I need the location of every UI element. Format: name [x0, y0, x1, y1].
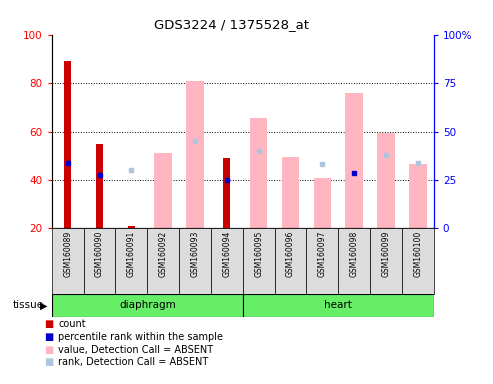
Text: GSM160092: GSM160092: [159, 230, 168, 277]
Text: percentile rank within the sample: percentile rank within the sample: [58, 332, 223, 342]
Text: GSM160097: GSM160097: [318, 230, 327, 277]
Text: GSM160091: GSM160091: [127, 230, 136, 277]
Bar: [128, 226, 135, 228]
Bar: [179, 228, 211, 294]
Bar: [223, 158, 230, 228]
Bar: [250, 118, 268, 228]
Bar: [52, 228, 84, 294]
Text: GSM160089: GSM160089: [63, 230, 72, 277]
Bar: [64, 61, 71, 228]
Bar: [147, 228, 179, 294]
Text: ■: ■: [44, 319, 54, 329]
Text: heart: heart: [324, 300, 352, 310]
Bar: [243, 294, 434, 317]
Bar: [186, 81, 204, 228]
Bar: [402, 228, 434, 294]
Text: count: count: [58, 319, 86, 329]
Bar: [211, 228, 243, 294]
Text: GSM160094: GSM160094: [222, 230, 231, 277]
Bar: [314, 178, 331, 228]
Bar: [243, 228, 275, 294]
Text: rank, Detection Call = ABSENT: rank, Detection Call = ABSENT: [58, 358, 209, 367]
Bar: [346, 93, 363, 228]
Text: GSM160100: GSM160100: [414, 230, 423, 277]
Text: tissue: tissue: [12, 300, 43, 310]
Text: GSM160096: GSM160096: [286, 230, 295, 277]
Bar: [154, 153, 172, 228]
Bar: [275, 228, 307, 294]
Bar: [370, 228, 402, 294]
Text: GSM160098: GSM160098: [350, 230, 359, 277]
Bar: [307, 228, 338, 294]
Bar: [84, 228, 115, 294]
Text: GDS3224 / 1375528_at: GDS3224 / 1375528_at: [154, 18, 309, 31]
Text: GSM160095: GSM160095: [254, 230, 263, 277]
Bar: [409, 164, 426, 228]
Text: GSM160099: GSM160099: [382, 230, 390, 277]
Bar: [52, 294, 243, 317]
Bar: [338, 228, 370, 294]
Text: value, Detection Call = ABSENT: value, Detection Call = ABSENT: [58, 345, 213, 355]
Text: ■: ■: [44, 332, 54, 342]
Text: ■: ■: [44, 358, 54, 367]
Text: GSM160093: GSM160093: [190, 230, 200, 277]
Text: ■: ■: [44, 345, 54, 355]
Bar: [377, 134, 395, 228]
Bar: [282, 157, 299, 228]
Bar: [115, 228, 147, 294]
Text: ▶: ▶: [40, 300, 48, 310]
Text: GSM160090: GSM160090: [95, 230, 104, 277]
Text: diaphragm: diaphragm: [119, 300, 176, 310]
Bar: [96, 144, 103, 228]
